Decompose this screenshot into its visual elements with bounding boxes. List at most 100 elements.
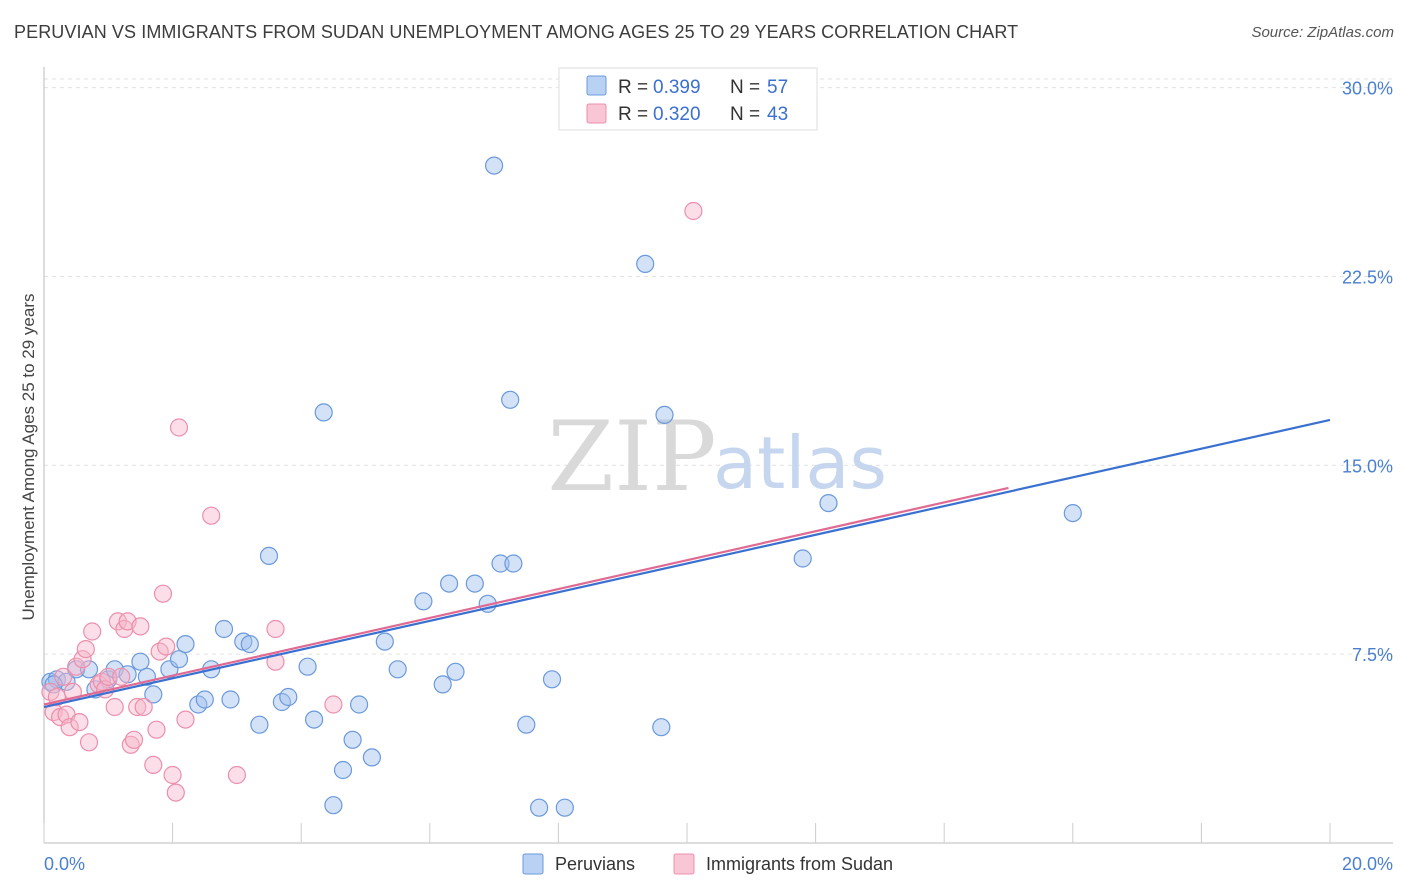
point-0-46 bbox=[517, 715, 536, 734]
point-0-26 bbox=[298, 657, 317, 676]
point-1-27 bbox=[134, 697, 153, 717]
point-0-36 bbox=[414, 592, 433, 611]
point-0-11 bbox=[144, 685, 163, 704]
point-0-51 bbox=[652, 718, 671, 737]
axes bbox=[43, 67, 1393, 844]
point-1-31 bbox=[153, 584, 173, 603]
legend-r-label-1: R = bbox=[618, 77, 648, 98]
y-axis-label: Unemployment Among Ages 25 to 29 years bbox=[19, 294, 38, 621]
stats-legend: R = 0.399 N = 57 R = 0.320 N = 43 bbox=[558, 67, 818, 131]
point-1-37 bbox=[202, 506, 221, 525]
point-0-54 bbox=[819, 494, 838, 513]
point-0-9 bbox=[131, 652, 150, 671]
point-1-19 bbox=[108, 612, 128, 631]
point-1-18 bbox=[105, 697, 124, 717]
point-0-34 bbox=[375, 632, 394, 651]
watermark-atlas: atlas bbox=[713, 421, 887, 505]
point-1-38 bbox=[227, 765, 246, 785]
legend-r-value-2: 0.320 bbox=[653, 104, 701, 125]
point-0-47 bbox=[529, 798, 549, 817]
watermark: ZIP atlas bbox=[547, 401, 887, 513]
point-0-30 bbox=[333, 760, 353, 780]
point-1-20 bbox=[112, 667, 131, 686]
point-1-9 bbox=[70, 712, 89, 732]
point-0-22 bbox=[250, 715, 269, 734]
point-1-24 bbox=[124, 730, 144, 749]
point-1-25 bbox=[128, 697, 147, 717]
series-swatch-peruvians bbox=[522, 853, 544, 875]
legend-n-value-1: 57 bbox=[767, 77, 788, 98]
tick-labels: 7.5% 15.0% 22.5% 30.0% 0.0% 20.0% bbox=[44, 79, 1393, 874]
point-0-53 bbox=[793, 549, 812, 568]
point-0-32 bbox=[350, 695, 369, 714]
point-0-45 bbox=[501, 390, 520, 409]
legend-n-label-2: N = bbox=[730, 104, 760, 125]
trend-lines bbox=[43, 418, 1331, 709]
source-label: Source: ZipAtlas.com bbox=[1251, 24, 1394, 41]
legend-r-value-1: 0.399 bbox=[653, 77, 701, 98]
point-1-28 bbox=[144, 755, 163, 775]
point-1-39 bbox=[266, 619, 285, 639]
point-0-33 bbox=[362, 748, 381, 767]
point-0-21 bbox=[240, 634, 259, 654]
point-1-33 bbox=[163, 765, 182, 785]
point-1-13 bbox=[83, 622, 102, 641]
point-1-29 bbox=[147, 720, 166, 739]
point-0-23 bbox=[259, 546, 279, 566]
point-1-4 bbox=[54, 667, 73, 686]
trend-line-1 bbox=[43, 486, 1009, 706]
point-0-27 bbox=[305, 710, 324, 729]
series-1-points bbox=[41, 201, 703, 802]
point-1-35 bbox=[169, 418, 189, 437]
point-0-43 bbox=[504, 554, 523, 573]
point-0-28 bbox=[314, 403, 333, 422]
point-0-39 bbox=[446, 662, 465, 681]
point-1-36 bbox=[176, 710, 195, 729]
point-0-49 bbox=[555, 798, 574, 817]
point-0-40 bbox=[465, 574, 484, 593]
point-0-13 bbox=[169, 650, 189, 669]
legend-n-value-2: 43 bbox=[767, 104, 788, 125]
y-tick-label-0: 7.5% bbox=[1352, 645, 1393, 665]
series-label-peruvians: Peruvians bbox=[555, 854, 635, 874]
point-1-6 bbox=[60, 718, 79, 737]
legend-r-label-2: R = bbox=[618, 104, 648, 125]
point-0-25 bbox=[279, 687, 298, 707]
point-1-42 bbox=[684, 201, 703, 221]
data-points bbox=[41, 156, 1082, 817]
x-tick-label-min: 0.0% bbox=[44, 854, 85, 874]
point-0-29 bbox=[324, 796, 343, 815]
point-0-18 bbox=[214, 619, 234, 639]
point-0-14 bbox=[176, 634, 195, 654]
point-1-8 bbox=[67, 657, 86, 676]
point-0-31 bbox=[343, 730, 362, 749]
watermark-zip: ZIP bbox=[547, 401, 716, 513]
point-0-16 bbox=[195, 690, 214, 709]
legend-swatch-peruvians bbox=[586, 75, 607, 96]
series-legend: Peruvians Immigrants from Sudan bbox=[522, 853, 893, 875]
legend-n-label-1: N = bbox=[730, 77, 760, 98]
y-tick-label-3: 30.0% bbox=[1342, 79, 1393, 99]
point-0-35 bbox=[388, 660, 407, 679]
legend-swatch-sudan bbox=[586, 103, 607, 124]
series-swatch-sudan bbox=[673, 853, 695, 875]
point-1-11 bbox=[76, 639, 95, 659]
point-0-55 bbox=[1063, 503, 1082, 523]
point-1-23 bbox=[121, 735, 140, 754]
trend-line-0 bbox=[43, 418, 1331, 709]
point-0-50 bbox=[636, 254, 655, 273]
point-0-52 bbox=[655, 405, 674, 424]
point-1-12 bbox=[79, 733, 99, 752]
point-0-44 bbox=[485, 156, 504, 175]
grid bbox=[44, 78, 1393, 655]
point-0-38 bbox=[440, 574, 459, 593]
point-1-26 bbox=[131, 617, 150, 636]
point-1-41 bbox=[324, 695, 343, 714]
y-tick-label-1: 15.0% bbox=[1342, 456, 1393, 476]
point-0-19 bbox=[221, 690, 240, 709]
x-tick-label-max: 20.0% bbox=[1342, 854, 1393, 874]
y-tick-label-2: 22.5% bbox=[1342, 267, 1393, 287]
point-1-32 bbox=[157, 637, 176, 656]
point-1-34 bbox=[166, 783, 185, 802]
